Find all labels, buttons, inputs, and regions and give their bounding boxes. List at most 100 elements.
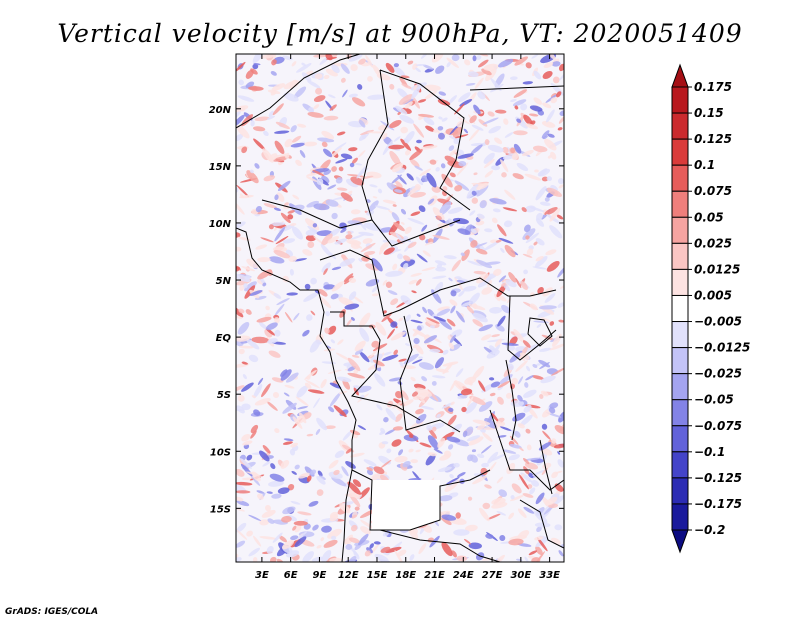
field-blob	[265, 305, 270, 311]
field-blob	[363, 222, 381, 231]
field-blob	[297, 123, 307, 128]
field-blob	[470, 239, 478, 248]
field-blob	[532, 364, 538, 368]
field-blob	[465, 401, 478, 414]
field-blob	[515, 360, 528, 372]
field-blob	[236, 557, 242, 562]
field-blob	[489, 306, 503, 314]
field-blob	[551, 438, 557, 444]
field-blob	[415, 408, 424, 415]
field-blob	[551, 495, 564, 506]
field-blob	[493, 268, 502, 276]
field-blob	[426, 424, 433, 431]
field-blob	[505, 279, 517, 288]
field-blob	[282, 441, 293, 445]
field-blob	[522, 493, 534, 498]
field-blob	[402, 460, 411, 468]
field-blob	[497, 380, 510, 389]
field-blob	[268, 224, 274, 230]
field-blob	[315, 428, 321, 435]
field-blob	[292, 525, 297, 531]
field-blob	[513, 329, 525, 343]
field-blob	[418, 205, 426, 213]
field-blob	[395, 391, 403, 399]
field-blob	[341, 466, 349, 477]
field-blob	[441, 173, 453, 188]
field-blob	[513, 130, 528, 136]
field-blob	[415, 413, 427, 424]
field-blob	[508, 538, 524, 546]
field-blob	[508, 454, 520, 461]
field-blob	[333, 405, 347, 418]
field-blob	[369, 184, 378, 188]
colorbar-label: 0.075	[694, 184, 732, 198]
field-blob	[320, 537, 325, 542]
field-blob	[448, 277, 453, 282]
field-blob	[391, 439, 402, 447]
field-blob	[529, 105, 543, 112]
field-blob	[287, 210, 295, 214]
field-blob	[418, 362, 434, 370]
field-blob	[327, 184, 337, 190]
field-blob	[241, 433, 251, 442]
field-blob	[275, 236, 289, 245]
field-blob	[373, 359, 385, 367]
field-blob	[497, 396, 504, 405]
field-blob	[415, 63, 426, 67]
field-blob	[405, 149, 411, 156]
colorbar-top-triangle	[671, 63, 689, 88]
field-blob	[368, 543, 380, 557]
field-blob	[333, 469, 340, 476]
field-blob	[325, 311, 331, 317]
field-blob	[385, 546, 402, 553]
field-blob	[525, 235, 530, 240]
field-blob	[413, 337, 420, 345]
field-blob	[418, 356, 424, 359]
field-blob	[348, 93, 358, 98]
field-blob	[493, 293, 501, 302]
field-blob	[411, 391, 419, 397]
field-blob	[316, 178, 324, 185]
field-blob	[436, 413, 442, 418]
field-blob	[290, 500, 301, 505]
field-blob	[410, 272, 422, 277]
field-blob	[422, 250, 431, 257]
field-blob	[432, 275, 447, 279]
field-blob	[250, 430, 257, 439]
field-blob	[277, 487, 290, 494]
field-blob	[274, 303, 285, 316]
field-blob	[487, 144, 504, 153]
field-blob	[403, 255, 411, 262]
field-blob	[272, 103, 284, 116]
field-blob	[558, 184, 564, 189]
field-blob	[446, 57, 459, 68]
field-blob	[328, 406, 335, 413]
field-blob	[531, 54, 539, 59]
field-blob	[476, 184, 489, 197]
field-blob	[452, 126, 463, 138]
field-blob	[282, 238, 296, 244]
field-blob	[484, 484, 492, 489]
field-blob	[524, 556, 529, 562]
field-blob	[542, 102, 552, 109]
field-blob	[432, 426, 437, 432]
field-blob	[248, 86, 264, 91]
field-blob	[533, 510, 548, 524]
field-blob	[358, 533, 369, 546]
field-blob	[327, 94, 336, 99]
field-blob	[430, 325, 435, 329]
field-blob	[469, 210, 476, 216]
field-blob	[270, 463, 276, 470]
field-blob	[492, 208, 501, 213]
field-blob	[408, 279, 418, 285]
field-blob	[408, 448, 414, 453]
field-blob	[521, 207, 527, 213]
field-blob	[266, 115, 276, 120]
field-blob	[469, 395, 486, 406]
field-blob	[500, 282, 506, 287]
colorbar-segment	[671, 242, 689, 270]
field-blob	[321, 233, 333, 246]
field-blob	[499, 535, 506, 541]
field-blob	[446, 477, 460, 485]
